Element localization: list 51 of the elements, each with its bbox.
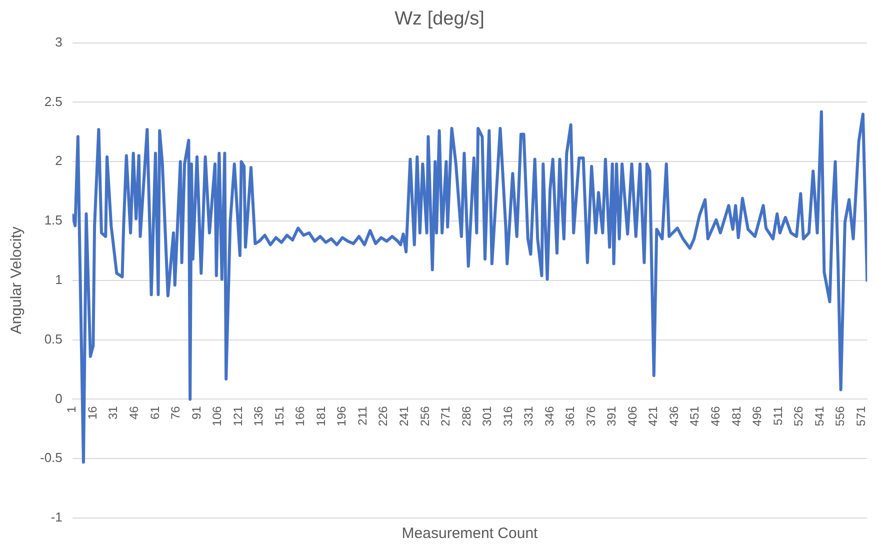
x-tick-label: 271 [438, 406, 453, 426]
x-tick-label: 31 [106, 406, 120, 420]
y-tick-label: 0.5 [44, 331, 62, 346]
x-tick-label: 466 [708, 406, 723, 426]
y-tick-label: 2.5 [44, 94, 62, 109]
chart-title: Wz [deg/s] [394, 8, 484, 30]
x-tick-label: 46 [127, 406, 142, 420]
y-tick-label: 1.5 [44, 212, 62, 228]
x-tick-label: 391 [604, 406, 619, 426]
x-tick-label: 511 [770, 406, 785, 426]
x-tick-label: 226 [376, 406, 390, 426]
y-tick-label: -1 [50, 510, 62, 525]
x-tick-label: 331 [522, 406, 536, 426]
x-tick-label: 61 [148, 406, 162, 420]
x-tick-label: 241 [396, 406, 411, 426]
x-tick-label: 286 [459, 406, 474, 426]
x-axis-title: Measurement Count [402, 525, 539, 542]
y-tick-label: -0.5 [40, 450, 62, 466]
x-tick-label: 436 [666, 406, 681, 426]
x-tick-label: 556 [833, 406, 848, 426]
x-tick-label: 361 [563, 406, 578, 426]
x-tick-label: 136 [252, 406, 266, 426]
x-tick-label: 91 [189, 406, 204, 420]
x-tick-label: 496 [750, 406, 764, 426]
x-tick-label: 376 [584, 406, 598, 426]
x-tick-label: 181 [314, 406, 328, 426]
x-tick-label: 166 [293, 406, 308, 426]
x-tick-label: 1 [64, 406, 79, 413]
x-tick-label: 151 [272, 406, 286, 426]
x-tick-label: 121 [230, 406, 245, 426]
x-tick-label: 256 [418, 406, 432, 426]
x-tick-label: 211 [355, 406, 370, 426]
x-tick-label: 301 [480, 406, 494, 426]
y-tick-label: 1 [55, 272, 62, 287]
y-axis-title: Angular Velocity [8, 226, 26, 334]
y-tick-label: 2 [55, 153, 62, 168]
x-tick-label: 571 [854, 406, 868, 426]
y-tick-label: 3 [55, 34, 62, 50]
x-tick-label: 316 [500, 406, 515, 426]
x-tick-label: 106 [210, 406, 224, 426]
x-tick-label: 541 [812, 406, 826, 426]
x-tick-label: 346 [542, 406, 556, 426]
x-tick-label: 406 [625, 406, 640, 426]
x-tick-label: 421 [646, 406, 660, 426]
x-tick-label: 196 [334, 406, 349, 426]
x-tick-label: 451 [688, 406, 702, 426]
x-tick-label: 76 [168, 406, 183, 420]
x-tick-label: 16 [85, 406, 100, 420]
x-tick-label: 481 [729, 406, 744, 426]
y-tick-label: 0 [55, 390, 62, 406]
x-tick-label: 526 [792, 406, 806, 426]
